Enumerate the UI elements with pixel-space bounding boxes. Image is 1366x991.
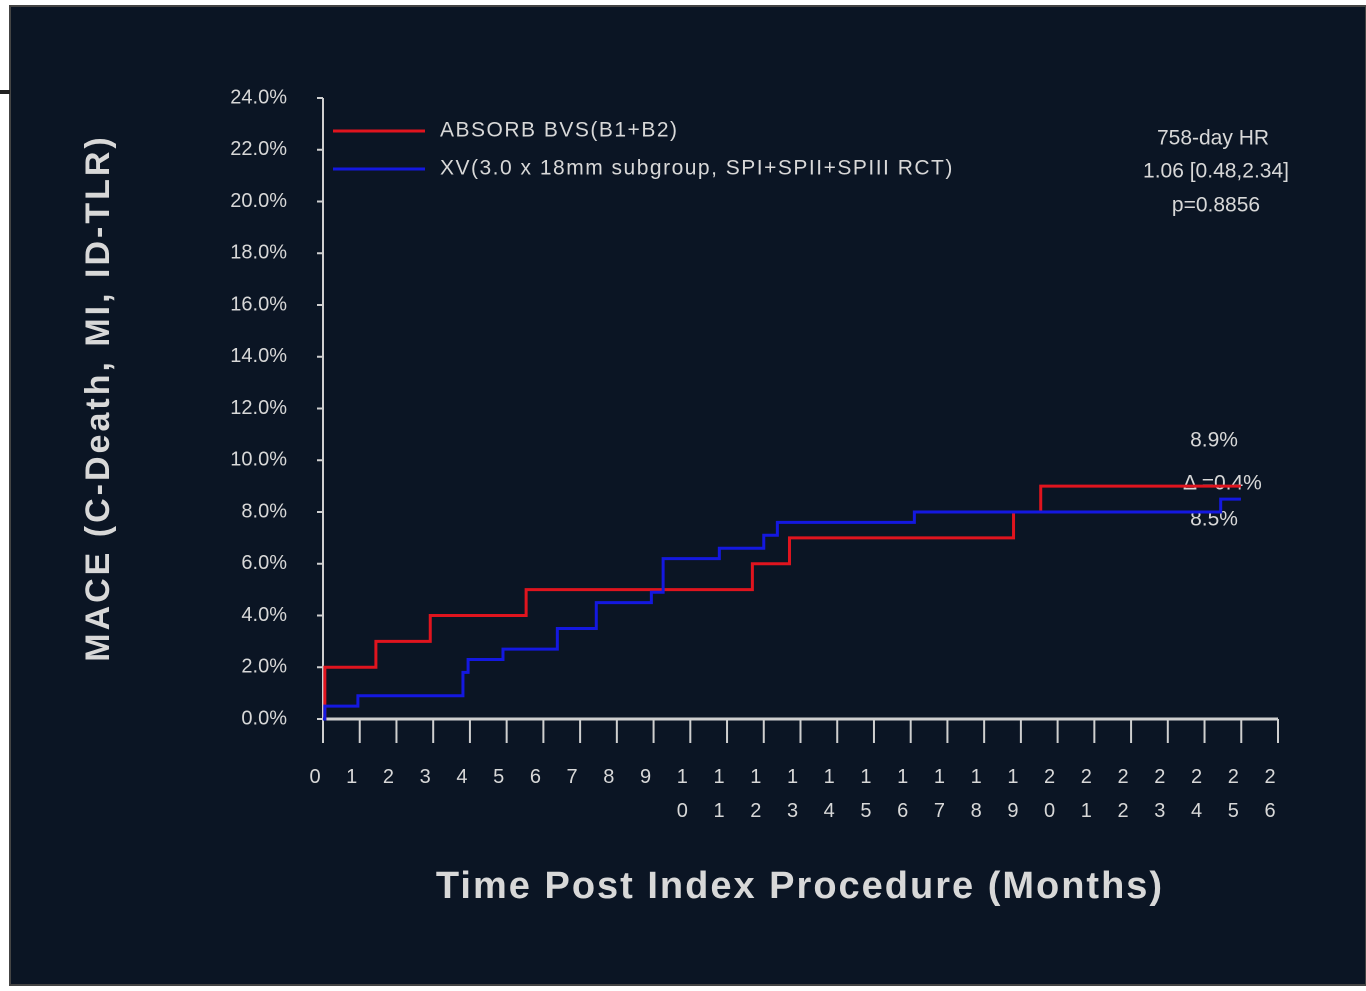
y-tick-label: 6.0% — [241, 552, 287, 574]
step-line — [323, 497, 1241, 721]
y-tick-label: 4.0% — [241, 604, 287, 626]
annotation: 8.9% — [1190, 429, 1238, 452]
x-tick-label: 6 — [530, 766, 541, 788]
legend-label: XV(3.0 x 18mm subgroup, SPI+SPII+SPIII R… — [440, 157, 954, 180]
x-tick-label: 3 — [420, 766, 431, 788]
y-tick-label: 14.0% — [230, 345, 287, 367]
chart-bg — [9, 5, 1366, 986]
x-tick-label: 2 — [383, 766, 394, 788]
y-tick-label: 16.0% — [230, 293, 287, 315]
y-axis-label: MACE (C-Death, MI, ID-TLR) — [79, 134, 117, 662]
annotation: 758-day HR — [1157, 127, 1269, 150]
x-tick-label: 7 — [567, 766, 578, 788]
y-tick-label: 22.0% — [230, 138, 287, 160]
legend-label: ABSORB BVS(B1+B2) — [440, 119, 679, 142]
annotation: p=0.8856 — [1172, 194, 1260, 217]
y-tick-label: 0.0% — [241, 707, 287, 729]
x-tick-label: 9 — [640, 766, 651, 788]
x-tick-label: 5 — [493, 766, 504, 788]
y-tick-label: 10.0% — [230, 449, 287, 471]
x-tick-label: 0 — [309, 766, 320, 788]
y-tick-label: 18.0% — [230, 242, 287, 264]
y-tick-label: 2.0% — [241, 656, 287, 678]
x-axis-label: Time Post Index Procedure (Months) — [436, 865, 1164, 907]
y-tick-label: 20.0% — [230, 190, 287, 212]
annotation: 1.06 [0.48,2.34] — [1143, 160, 1289, 183]
edge-mark — [0, 90, 10, 94]
y-tick-label: 24.0% — [230, 86, 287, 108]
x-tick-label: 4 — [456, 766, 467, 788]
y-tick-label: 12.0% — [230, 397, 287, 419]
x-tick-label: 8 — [603, 766, 614, 788]
x-tick-label: 1 — [346, 766, 357, 788]
y-tick-label: 8.0% — [241, 500, 287, 522]
annotation: Δ =0.4% — [1183, 472, 1262, 495]
